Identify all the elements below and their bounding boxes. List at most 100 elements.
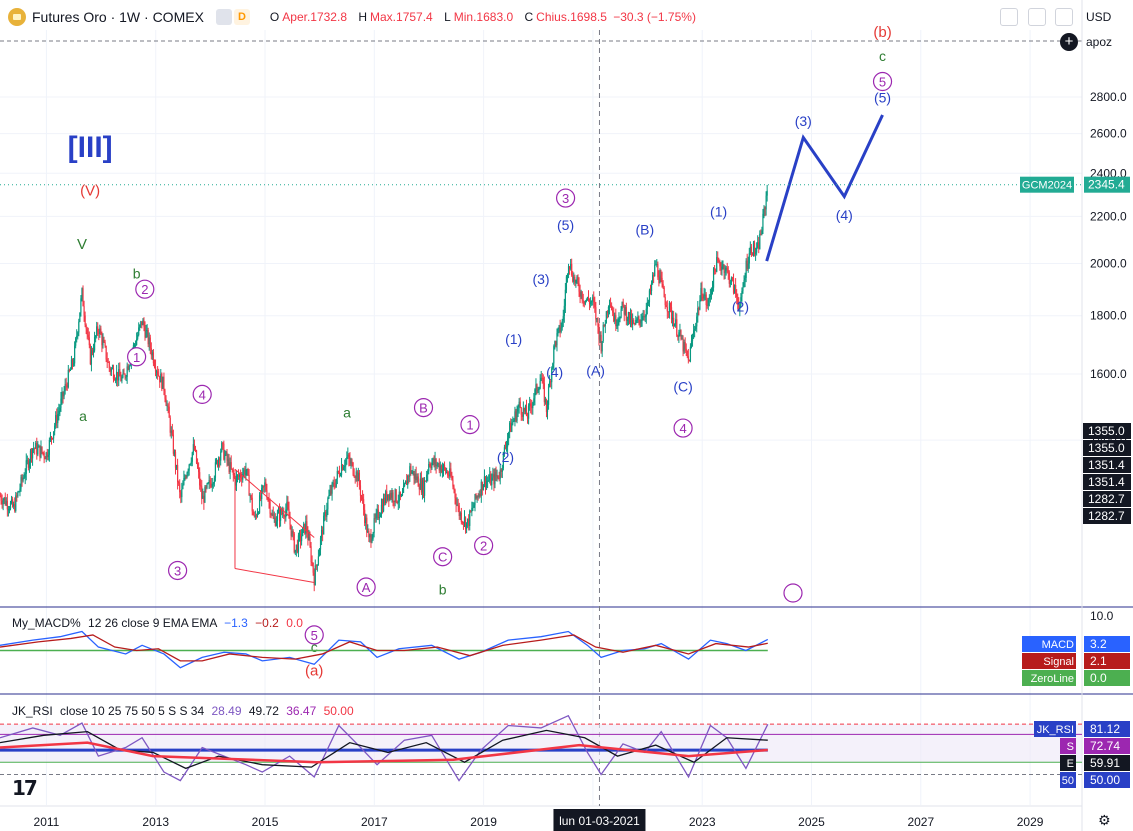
wave-circle	[304, 625, 324, 645]
candle-body	[414, 473, 416, 479]
candle-body	[521, 414, 523, 417]
wedge-upper-line	[234, 468, 315, 538]
snapshot-icon[interactable]	[1055, 8, 1073, 26]
price-axis-badge-value: 1282.7	[1088, 492, 1125, 506]
crosshair-date-label: lun 01-03-2021	[559, 814, 640, 828]
candle-body	[628, 312, 631, 323]
candle-body	[137, 334, 139, 339]
candle-body	[343, 467, 345, 470]
candle-body	[233, 475, 235, 478]
candle-body	[210, 483, 212, 487]
currency-select[interactable]: USD	[1086, 10, 1112, 24]
candle-body	[357, 472, 359, 482]
candle-body	[0, 496, 2, 501]
candle-body	[188, 464, 190, 471]
candle-body	[478, 493, 480, 497]
candle-body	[372, 532, 374, 539]
tradingview-logo: 17	[12, 776, 38, 800]
candle-body	[292, 530, 294, 534]
candle-body	[88, 337, 90, 346]
wave-circle	[135, 279, 155, 299]
settings-gear-icon[interactable]: ⚙	[1098, 812, 1111, 828]
candle-body	[622, 301, 624, 305]
candle-body	[620, 309, 622, 318]
candle-body	[250, 495, 252, 498]
candle-body	[524, 406, 527, 412]
candle-body	[406, 480, 408, 486]
eye-icon[interactable]	[215, 9, 232, 25]
candle-body	[583, 301, 585, 304]
candle-body	[493, 474, 495, 485]
candle-body	[654, 264, 656, 277]
candle-body	[723, 264, 725, 273]
candle-body	[55, 415, 57, 426]
candle-body	[481, 481, 483, 491]
candle-body	[6, 500, 8, 510]
download-icon[interactable]	[1000, 8, 1018, 26]
wave-label: (a)	[305, 663, 323, 680]
candle-body	[239, 474, 241, 477]
add-plus-button[interactable]: +	[1060, 33, 1078, 51]
candle-body	[629, 313, 632, 323]
ohlc-close-key: C	[524, 10, 534, 24]
candle-body	[200, 485, 202, 487]
candle-body	[487, 480, 489, 482]
candle-body	[350, 461, 352, 464]
candle-body	[273, 517, 275, 519]
candle-body	[575, 280, 577, 283]
rsi-badge-name: E	[1067, 758, 1074, 770]
ohlc-values: O Aper.1732.8 H Max.1757.4 L Min.1683.0 C Ch…	[262, 10, 696, 24]
candle-body	[287, 501, 289, 509]
candle-body	[76, 335, 78, 339]
x-tick-label: 2025	[798, 815, 825, 829]
candle-body	[59, 407, 61, 411]
rsi-name: JK_RSI	[12, 704, 53, 718]
wave-label: (5)	[557, 217, 574, 233]
candle-body	[388, 494, 390, 500]
candle-body	[652, 275, 654, 284]
candle-body	[60, 398, 62, 408]
candle-body	[479, 493, 481, 496]
rsi-legend[interactable]: JK_RSI close 10 25 75 50 5 S S 34 28.49 …	[12, 704, 354, 718]
wave-label: V	[77, 236, 87, 253]
candle-body	[274, 517, 276, 526]
candle-body	[567, 266, 570, 275]
candle-body	[468, 518, 470, 526]
candle-body	[635, 319, 637, 325]
x-tick-label: 2019	[470, 815, 497, 829]
candle-body	[277, 510, 280, 514]
candle-body	[740, 297, 742, 306]
y-tick-label: 2200.0	[1090, 209, 1127, 223]
macd-badge-value: 3.2	[1090, 637, 1107, 651]
candle-body	[196, 463, 199, 468]
wave-label: b	[133, 266, 141, 282]
fullscreen-icon[interactable]	[1028, 8, 1046, 26]
candle-body	[757, 242, 759, 248]
candle-body	[16, 495, 18, 497]
candle-body	[444, 468, 447, 473]
wave-label: (b)	[873, 24, 891, 41]
rsi-badge-value-box	[1084, 721, 1130, 737]
macd-legend[interactable]: My_MACD% 12 26 close 9 EMA EMA −1.3 −0.2…	[12, 616, 303, 630]
candle-body	[474, 494, 476, 506]
candle-body	[194, 449, 197, 451]
candle-body	[463, 517, 466, 523]
candle-body	[504, 447, 507, 449]
ohlc-high-key: H	[358, 10, 368, 24]
symbol-title[interactable]: Futures Oro · 1W · COMEX	[32, 9, 204, 25]
rsi-badge-name: JK_RSI	[1037, 724, 1074, 736]
candle-body	[228, 459, 230, 472]
candle-body	[30, 450, 33, 459]
candle-body	[702, 297, 704, 299]
rsi-badge-name: S	[1067, 741, 1074, 753]
candle-body	[508, 432, 510, 439]
candle-body	[165, 398, 167, 406]
candle-body	[337, 471, 339, 473]
candle-body	[655, 264, 657, 266]
candle-body	[760, 233, 762, 235]
macd-badge-name: Signal	[1043, 656, 1074, 668]
scale-mode-toggle[interactable]: apoz	[1086, 35, 1113, 49]
candle-body	[290, 524, 292, 536]
candle-body	[255, 515, 258, 517]
